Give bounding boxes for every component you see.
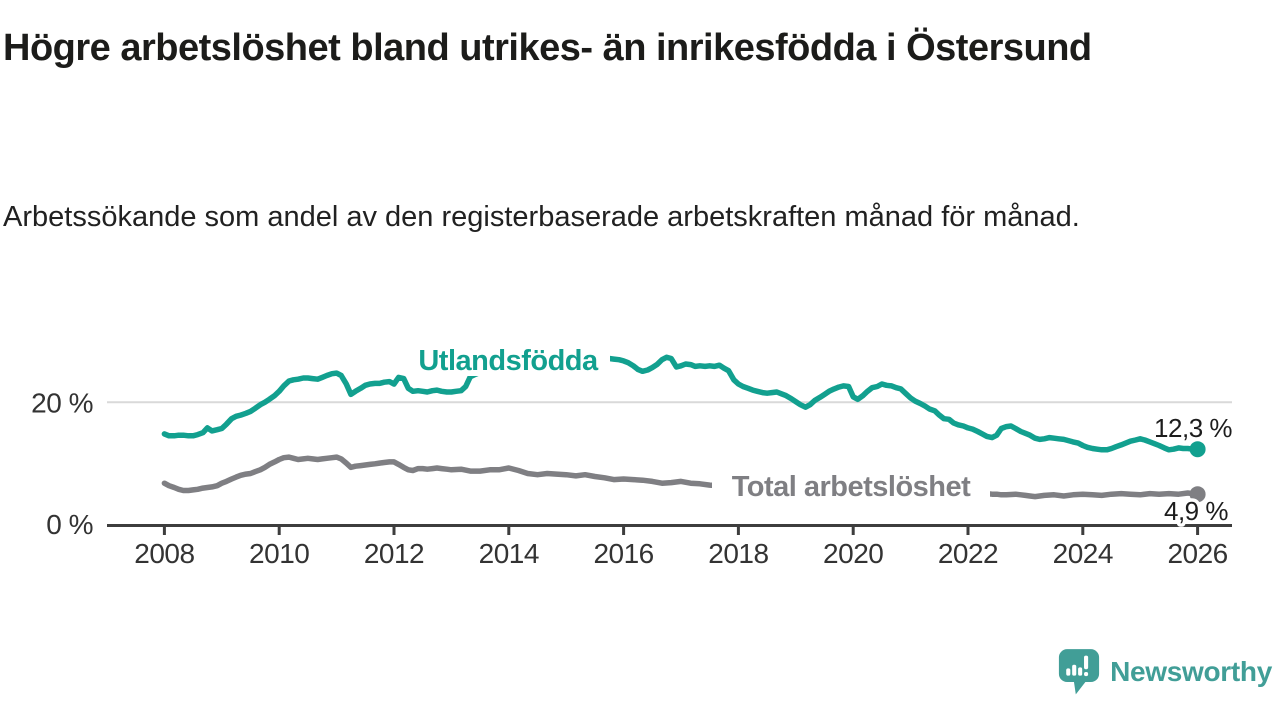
y-axis-labels: 0 % 20 % bbox=[31, 387, 93, 540]
newsworthy-logo: Newsworthy bbox=[1058, 648, 1272, 696]
x-tick-label: 2012 bbox=[364, 538, 424, 569]
x-tick-label: 2014 bbox=[479, 538, 539, 569]
chart-subtitle: Arbetssökande som andel av den registerb… bbox=[3, 201, 1080, 233]
series-label-mask-total bbox=[712, 469, 990, 502]
x-tick-label: 2020 bbox=[823, 538, 883, 569]
series-end-dot-1 bbox=[1189, 486, 1206, 503]
x-axis bbox=[107, 524, 1232, 535]
series-line-0 bbox=[161, 344, 1201, 453]
x-tick-label: 2022 bbox=[938, 538, 998, 569]
value-label-total: 4,9 % bbox=[1164, 496, 1228, 526]
newsworthy-icon bbox=[1058, 649, 1100, 695]
series-lines bbox=[161, 344, 1206, 503]
y-tick-label: 0 % bbox=[46, 509, 93, 540]
x-tick-label: 2010 bbox=[249, 538, 309, 569]
x-tick-label: 2024 bbox=[1053, 538, 1113, 569]
x-axis-labels: 2008 2010 2012 2014 2016 2018 2020 2022 2024 2026 bbox=[134, 538, 1228, 569]
x-tick-label: 2008 bbox=[134, 538, 194, 569]
series-line-1 bbox=[161, 454, 1201, 500]
newsworthy-wordmark: Newsworthy bbox=[1110, 656, 1272, 687]
x-tick-label: 2018 bbox=[708, 538, 768, 569]
newsworthy-icon-bars bbox=[1066, 655, 1089, 677]
x-tick-label: 2016 bbox=[593, 538, 653, 569]
page-title: Högre arbetslöshet bland utrikes- än inr… bbox=[3, 27, 1092, 69]
series-end-dot-0 bbox=[1189, 441, 1206, 458]
value-label-utlandsfodda: 12,3 % bbox=[1154, 413, 1232, 443]
series-label-total: Total arbetslöshet bbox=[732, 471, 971, 503]
series-label-utlandsfodda: Utlandsfödda bbox=[418, 345, 599, 377]
series-label-mask-utlandsfodda bbox=[406, 343, 610, 376]
y-tick-label: 20 % bbox=[31, 387, 93, 418]
x-tick-label: 2026 bbox=[1167, 538, 1227, 569]
